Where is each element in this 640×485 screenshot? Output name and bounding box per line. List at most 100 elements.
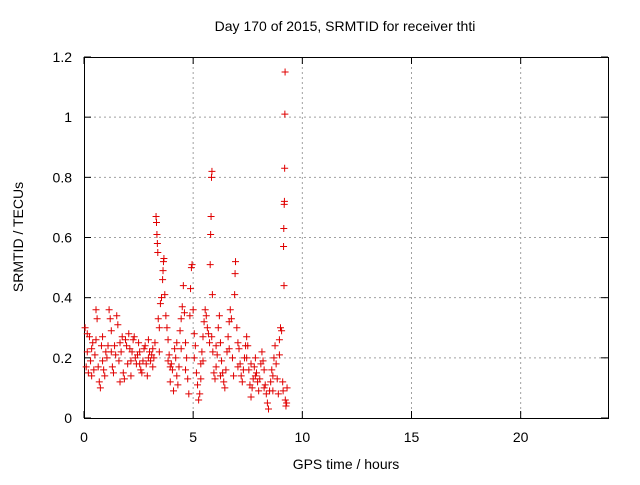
- data-point: [270, 354, 278, 362]
- data-point: [121, 336, 129, 344]
- data-point: [274, 390, 282, 398]
- data-point: [127, 372, 135, 380]
- data-point: [111, 342, 119, 350]
- data-point: [91, 351, 99, 359]
- data-point: [233, 324, 241, 332]
- data-point: [174, 381, 182, 389]
- data-point: [204, 330, 212, 338]
- y-tick-label: 0.6: [53, 230, 73, 246]
- data-point: [83, 348, 91, 356]
- data-point: [250, 363, 258, 371]
- data-point: [208, 333, 216, 341]
- y-tick-label: 0.2: [53, 350, 73, 366]
- data-point: [159, 276, 167, 284]
- data-point: [258, 348, 266, 356]
- data-point: [247, 360, 255, 368]
- data-point: [97, 342, 105, 350]
- data-point: [226, 306, 234, 314]
- data-point: [237, 372, 245, 380]
- data-point: [182, 339, 190, 347]
- data-point: [164, 357, 172, 365]
- data-point: [90, 366, 98, 374]
- y-tick-label: 0.4: [53, 290, 73, 306]
- data-point: [256, 375, 264, 383]
- data-point: [147, 357, 155, 365]
- y-tick-label: 1.2: [53, 49, 73, 65]
- data-point: [184, 375, 192, 383]
- data-point: [231, 270, 239, 278]
- data-point: [99, 357, 107, 365]
- data-point: [224, 333, 232, 341]
- data-point: [201, 306, 209, 314]
- data-points: [81, 68, 291, 413]
- data-point: [136, 348, 144, 356]
- data-point: [202, 312, 210, 320]
- data-point: [187, 264, 195, 272]
- data-point: [138, 369, 146, 377]
- data-point: [282, 402, 290, 410]
- data-point: [196, 390, 204, 398]
- data-point: [99, 333, 107, 341]
- data-point: [120, 375, 128, 383]
- data-point: [115, 357, 123, 365]
- data-point: [170, 387, 178, 395]
- data-point: [273, 375, 281, 383]
- data-point: [103, 354, 111, 362]
- data-point: [186, 312, 194, 320]
- data-point: [149, 345, 157, 353]
- data-point: [159, 267, 167, 275]
- y-tick-label: 0.8: [53, 169, 73, 185]
- data-point: [188, 261, 196, 269]
- data-point: [255, 387, 263, 395]
- y-axis-label: SRMTID / TECUs: [10, 181, 26, 293]
- data-point: [199, 333, 207, 341]
- data-point: [208, 291, 216, 299]
- data-point: [190, 354, 198, 362]
- data-point: [106, 315, 114, 323]
- data-point: [231, 291, 239, 299]
- data-point: [154, 315, 162, 323]
- data-point: [279, 387, 287, 395]
- data-point: [127, 357, 135, 365]
- data-point: [198, 348, 206, 356]
- y-tick-label: 0: [64, 410, 72, 426]
- data-point: [130, 333, 138, 341]
- data-point: [211, 375, 219, 383]
- grid-lines: [84, 57, 608, 418]
- data-point: [83, 330, 91, 338]
- data-point: [214, 324, 222, 332]
- data-point: [268, 366, 276, 374]
- data-point: [152, 218, 160, 226]
- data-point: [261, 381, 269, 389]
- data-point: [208, 173, 216, 181]
- data-point: [209, 348, 217, 356]
- data-point: [206, 261, 214, 269]
- data-point: [180, 309, 188, 317]
- data-point: [143, 372, 151, 380]
- data-point: [177, 315, 185, 323]
- data-point: [279, 378, 287, 386]
- data-point: [210, 369, 218, 377]
- data-point: [283, 384, 291, 392]
- data-point: [271, 342, 279, 350]
- data-point: [101, 372, 109, 380]
- data-point: [216, 339, 224, 347]
- data-point: [171, 345, 179, 353]
- data-point: [263, 399, 271, 407]
- data-point: [262, 390, 270, 398]
- data-point: [190, 330, 198, 338]
- data-point: [107, 348, 115, 356]
- data-point: [251, 354, 259, 362]
- data-point: [117, 348, 125, 356]
- axes: [83, 56, 609, 419]
- data-point: [166, 363, 174, 371]
- data-point: [116, 378, 124, 386]
- data-point: [137, 366, 145, 374]
- data-point: [212, 363, 220, 371]
- data-point: [119, 369, 127, 377]
- data-point: [194, 381, 202, 389]
- x-tick-label: 15: [404, 429, 420, 445]
- data-point: [206, 339, 214, 347]
- data-point: [156, 300, 164, 308]
